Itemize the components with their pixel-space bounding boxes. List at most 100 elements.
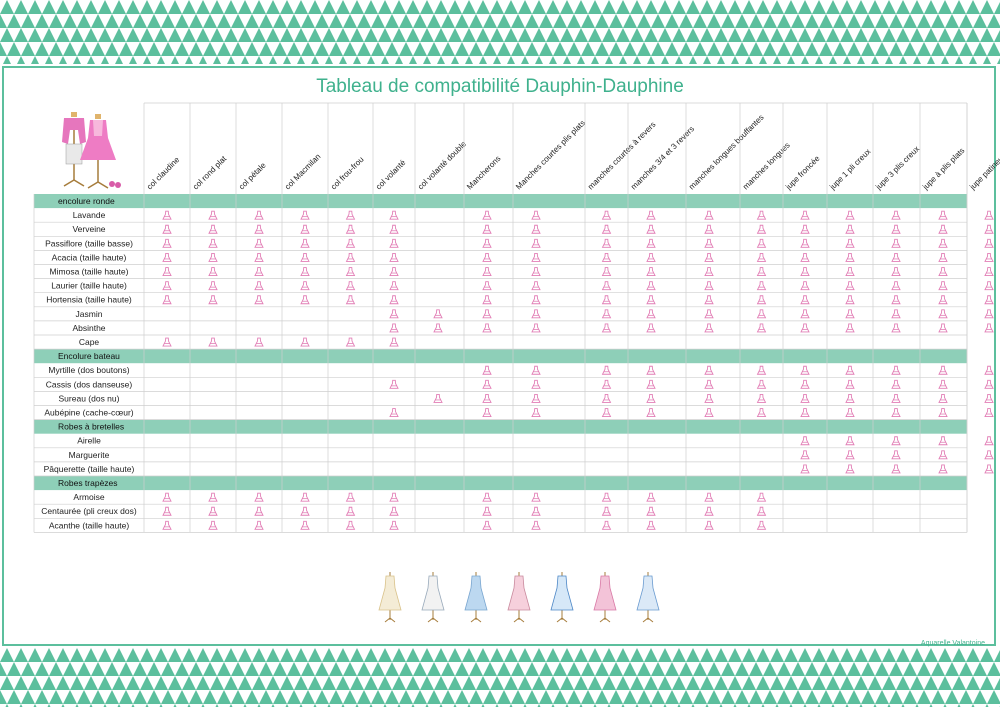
row-label: Aubépine (cache-cœur) xyxy=(44,408,133,418)
dress-mark-icon xyxy=(845,450,855,460)
dress-mark-icon xyxy=(938,210,948,220)
dress-mark-icon xyxy=(389,210,399,220)
dress-mark-icon xyxy=(254,224,264,234)
row-label: Cassis (dos danseuse) xyxy=(46,379,133,389)
dress-mark-icon xyxy=(389,309,399,319)
dress-mark-icon xyxy=(300,224,310,234)
row-label: Airelle xyxy=(77,436,101,446)
dress-mark-icon xyxy=(756,492,767,502)
dress-mark-icon xyxy=(531,408,541,417)
dress-mark-icon xyxy=(162,210,172,220)
row-label: Absinthe xyxy=(72,323,105,333)
top-triangle-band xyxy=(0,0,1000,64)
dress-mark-icon xyxy=(984,365,994,375)
dress-mark-icon xyxy=(345,253,356,262)
dress-mark-icon xyxy=(891,436,901,446)
dress-mark-icon xyxy=(704,210,714,220)
dress-mark-icon xyxy=(531,492,541,502)
dress-mark-icon xyxy=(756,224,767,234)
dress-mark-icon xyxy=(938,238,948,248)
dress-mark-icon xyxy=(254,295,264,305)
section-label: Encolure bateau xyxy=(58,351,120,361)
dress-mark-icon xyxy=(891,253,901,262)
row-label: Acanthe (taille haute) xyxy=(49,520,129,530)
dress-mark-icon xyxy=(646,295,656,305)
bottom-triangle-band xyxy=(0,648,1000,707)
dress-mark-icon xyxy=(938,365,948,375)
dress-mark-icon xyxy=(845,323,855,333)
dress-mark-icon xyxy=(756,281,767,291)
dress-mark-icon xyxy=(891,309,901,319)
dress-mark-icon xyxy=(984,436,994,446)
footer-dress-illustrations xyxy=(374,570,664,624)
dress-mark-icon xyxy=(938,436,948,446)
dress-mark-icon xyxy=(800,210,810,220)
row-label: Mimosa (taille haute) xyxy=(50,267,129,277)
section-header-bar xyxy=(34,349,967,364)
dress-mark-icon xyxy=(704,295,714,305)
dress-mark-icon xyxy=(704,365,714,375)
dress-mark-icon xyxy=(345,238,356,248)
dress-mark-icon xyxy=(704,379,714,389)
dress-mark-icon xyxy=(254,492,264,502)
dress-mark-icon xyxy=(208,520,218,530)
dress-mark-icon xyxy=(800,267,810,276)
dress-mark-icon xyxy=(984,394,994,403)
row-label: Passiflore (taille basse) xyxy=(45,238,133,248)
dress-mark-icon xyxy=(800,379,810,389)
dress-mark-icon xyxy=(938,281,948,291)
row-label: Lavande xyxy=(73,210,106,220)
dress-mark-icon xyxy=(300,253,310,262)
dress-mark-icon xyxy=(704,267,714,276)
dress-mark-icon xyxy=(300,492,310,502)
dress-mark-icon xyxy=(482,365,492,375)
dress-mark-icon xyxy=(891,224,901,234)
dress-mark-icon xyxy=(300,210,310,220)
dress-mark-icon xyxy=(531,210,541,220)
dress-mark-icon xyxy=(984,408,994,417)
dress-mark-icon xyxy=(389,238,399,248)
dress-mark-icon xyxy=(800,436,810,446)
dress-mark-icon xyxy=(531,506,541,516)
dress-mark-icon xyxy=(531,281,541,291)
dress-mark-icon xyxy=(891,365,901,375)
section-label: encolure ronde xyxy=(58,196,115,206)
dress-mark-icon xyxy=(800,224,810,234)
dress-mark-icon xyxy=(601,210,612,220)
dress-mark-icon xyxy=(984,323,994,333)
dress-mark-icon xyxy=(891,295,901,305)
dress-mark-icon xyxy=(756,394,767,403)
dress-mark-icon xyxy=(800,464,810,474)
dress-mark-icon xyxy=(938,408,948,417)
row-label: Myrtille (dos boutons) xyxy=(48,365,129,375)
dress-mark-icon xyxy=(433,309,443,319)
dress-mark-icon xyxy=(162,224,172,234)
section-label: Robes trapèzes xyxy=(58,478,118,488)
dress-mark-icon xyxy=(984,267,994,276)
dress-mark-icon xyxy=(482,520,492,530)
dress-mark-icon xyxy=(482,253,492,262)
row-label: Centaurée (pli creux dos) xyxy=(41,506,137,516)
dress-mark-icon xyxy=(704,520,714,530)
dress-mark-icon xyxy=(984,309,994,319)
dress-mark-icon xyxy=(756,267,767,276)
dress-mark-icon xyxy=(601,408,612,417)
dress-mark-icon xyxy=(845,210,855,220)
dress-mark-icon xyxy=(601,379,612,389)
dress-mark-icon xyxy=(938,309,948,319)
dress-mark-icon xyxy=(601,224,612,234)
dress-mark-icon xyxy=(845,309,855,319)
dress-mark-icon xyxy=(601,281,612,291)
dress-mark-icon xyxy=(162,520,172,530)
dress-mark-icon xyxy=(254,238,264,248)
dress-mark-icon xyxy=(756,506,767,516)
dress-mark-icon xyxy=(646,408,656,417)
dress-mark-icon xyxy=(845,379,855,389)
dress-mark-icon xyxy=(345,492,356,502)
dress-mark-icon xyxy=(646,267,656,276)
dress-mark-icon xyxy=(162,281,172,291)
row-label: Armoise xyxy=(73,492,104,502)
dress-mark-icon xyxy=(984,281,994,291)
dress-mark-icon xyxy=(800,450,810,460)
dress-mark-icon xyxy=(800,238,810,248)
